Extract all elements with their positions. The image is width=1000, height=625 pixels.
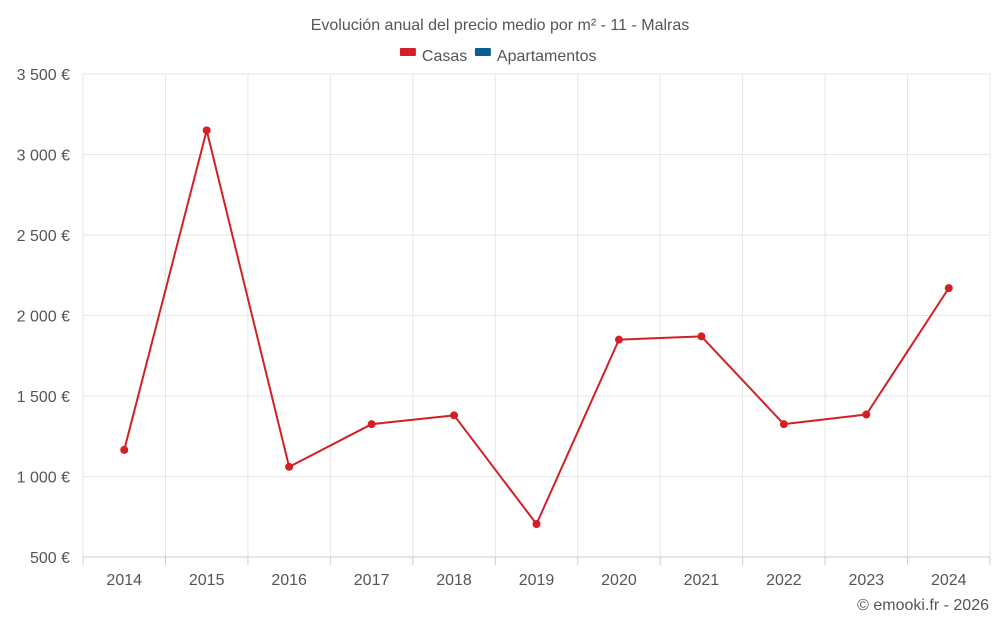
data-point (367, 420, 376, 429)
legend: Casas Apartamentos (399, 48, 597, 65)
x-tick-label: 2017 (354, 572, 390, 589)
x-tick-label: 2016 (271, 572, 307, 589)
legend-label: Apartamentos (497, 48, 597, 65)
data-point (614, 335, 623, 344)
chart-title: Evolución anual del precio medio por m² … (311, 17, 690, 34)
axes: 500 € 1 000 € 1 500 € 2 000 € 2 500 € 3 000 €… (17, 67, 991, 589)
y-tick-label: 2 500 € (17, 228, 70, 245)
y-tick-label: 1 500 € (17, 389, 70, 406)
x-tick-label: 2018 (436, 572, 472, 589)
data-point (285, 462, 294, 471)
x-tick-label: 2022 (766, 572, 802, 589)
data-point (697, 332, 706, 341)
y-tick-label: 3 000 € (17, 148, 70, 165)
x-tick-label: 2024 (931, 572, 967, 589)
data-point (532, 519, 541, 528)
x-tick-label: 2023 (849, 572, 885, 589)
x-tick-label: 2020 (601, 572, 637, 589)
y-tick-label: 1 000 € (17, 470, 70, 487)
data-point (779, 420, 788, 429)
data-point (120, 445, 129, 454)
x-tick-label: 2021 (684, 572, 720, 589)
data-point (944, 284, 953, 293)
legend-swatch (474, 48, 491, 56)
data-point (202, 126, 211, 135)
credit-text: © emooki.fr - 2026 (857, 597, 989, 614)
y-tick-label: 3 500 € (17, 67, 70, 84)
data-point (450, 411, 459, 420)
legend-label: Casas (422, 48, 467, 65)
x-tick-label: 2019 (519, 572, 555, 589)
legend-swatch (399, 48, 416, 56)
data-point (862, 410, 871, 419)
series (120, 126, 953, 528)
x-tick-label: 2015 (189, 572, 225, 589)
x-tick-label: 2014 (106, 572, 142, 589)
y-tick-label: 500 € (30, 550, 70, 567)
grid (82, 73, 991, 557)
y-tick-label: 2 000 € (17, 309, 70, 326)
